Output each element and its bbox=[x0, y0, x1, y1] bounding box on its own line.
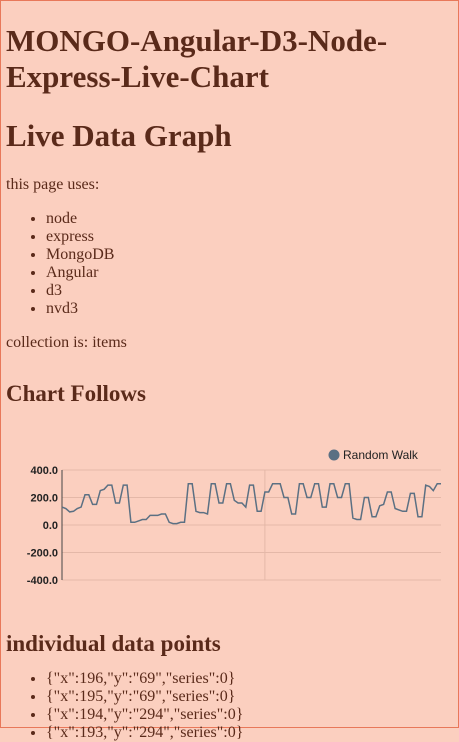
uses-item: express bbox=[46, 228, 458, 246]
uses-item: d3 bbox=[46, 282, 458, 300]
uses-item: nvd3 bbox=[46, 300, 458, 318]
live-chart-svg: 400.0 200.0 0.0 -200.0 -400.097 150 196 Random … bbox=[27, 448, 450, 599]
collection-text: collection is: items bbox=[6, 334, 127, 351]
uses-item: MongoDB bbox=[46, 246, 458, 264]
x-tick-label: 196 bbox=[432, 587, 446, 588]
uses-list: node express MongoDB Angular d3 nvd3 bbox=[6, 210, 458, 318]
list-item: {"x":194,"y":"294","series":0} bbox=[46, 706, 458, 724]
uses-item: Angular bbox=[46, 264, 458, 282]
uses-label: this page uses: bbox=[6, 176, 100, 193]
series-line bbox=[61, 483, 441, 525]
list-item: {"x":196,"y":"69","series":0} bbox=[46, 670, 458, 688]
uses-item: node bbox=[46, 210, 458, 228]
live-chart: 400.0 200.0 0.0 -200.0 -400.097 150 196 Random … bbox=[6, 428, 450, 599]
list-item: {"x":195,"y":"69","series":0} bbox=[46, 688, 458, 706]
chart-heading: Chart Follows bbox=[6, 381, 146, 406]
points-heading: individual data points bbox=[6, 631, 221, 656]
y-tick-label: 200.0 bbox=[30, 493, 58, 505]
y-tick-label: 400.0 bbox=[30, 465, 58, 477]
legend-label: Random Walk bbox=[343, 448, 419, 462]
y-tick-label: -400.0 bbox=[27, 575, 58, 587]
y-tick-label: -200.0 bbox=[27, 548, 58, 560]
list-item: {"x":193,"y":"294","series":0} bbox=[46, 724, 458, 742]
page-title: MONGO-Angular-D3-Node-Express-Live-Chart bbox=[6, 23, 388, 94]
legend-dot bbox=[328, 449, 340, 461]
y-tick-label: 0.0 bbox=[43, 520, 58, 532]
page-subtitle: Live Data Graph bbox=[6, 118, 232, 153]
page: MONGO-Angular-D3-Node-Express-Live-Chart… bbox=[1, 23, 458, 742]
x-tick-label: 150 bbox=[256, 587, 274, 588]
points-list: {"x":196,"y":"69","series":0} {"x":195,"… bbox=[6, 670, 458, 742]
x-tick-label: 97 bbox=[56, 587, 68, 588]
